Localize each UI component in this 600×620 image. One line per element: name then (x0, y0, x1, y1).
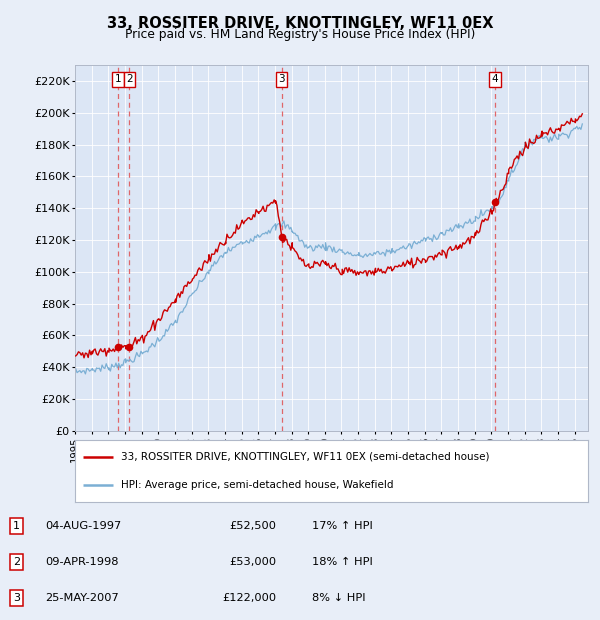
Text: 4: 4 (492, 74, 499, 84)
Text: 3: 3 (278, 74, 285, 84)
Text: Price paid vs. HM Land Registry's House Price Index (HPI): Price paid vs. HM Land Registry's House … (125, 28, 475, 41)
Text: £52,500: £52,500 (229, 521, 276, 531)
Text: 8% ↓ HPI: 8% ↓ HPI (312, 593, 365, 603)
Text: 33, ROSSITER DRIVE, KNOTTINGLEY, WF11 0EX: 33, ROSSITER DRIVE, KNOTTINGLEY, WF11 0E… (107, 16, 493, 30)
Text: 17% ↑ HPI: 17% ↑ HPI (312, 521, 373, 531)
Text: 1: 1 (13, 521, 20, 531)
Text: 04-AUG-1997: 04-AUG-1997 (45, 521, 121, 531)
Text: £122,000: £122,000 (222, 593, 276, 603)
Text: £53,000: £53,000 (229, 557, 276, 567)
Text: 2: 2 (13, 557, 20, 567)
Text: 3: 3 (13, 593, 20, 603)
Text: 18% ↑ HPI: 18% ↑ HPI (312, 557, 373, 567)
Text: 25-MAY-2007: 25-MAY-2007 (45, 593, 119, 603)
Text: 33, ROSSITER DRIVE, KNOTTINGLEY, WF11 0EX (semi-detached house): 33, ROSSITER DRIVE, KNOTTINGLEY, WF11 0E… (121, 452, 490, 462)
Text: 2: 2 (126, 74, 133, 84)
Text: 09-APR-1998: 09-APR-1998 (45, 557, 119, 567)
Text: 1: 1 (115, 74, 121, 84)
Text: HPI: Average price, semi-detached house, Wakefield: HPI: Average price, semi-detached house,… (121, 480, 394, 490)
